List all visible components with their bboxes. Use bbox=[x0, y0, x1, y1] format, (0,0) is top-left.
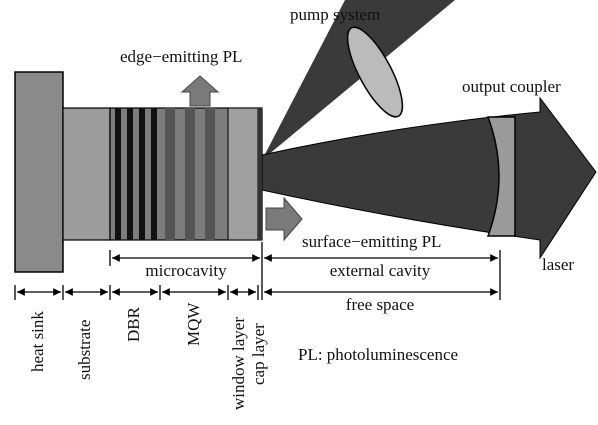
output-coupler bbox=[486, 116, 516, 237]
layer-label: heat sink bbox=[28, 311, 47, 372]
label: microcavity bbox=[145, 261, 227, 280]
layer-label: DBR bbox=[124, 306, 143, 342]
layer-label: window layer bbox=[229, 317, 248, 410]
layer-dims bbox=[14, 285, 498, 300]
edge-pl-arrow bbox=[180, 75, 220, 107]
label: external cavity bbox=[330, 261, 431, 280]
pump-beam bbox=[262, 0, 455, 160]
label: edge−emitting PL bbox=[120, 47, 242, 66]
label: free space bbox=[346, 295, 414, 314]
mqw-stripes bbox=[165, 108, 215, 240]
surface-pl-arrow bbox=[265, 196, 303, 242]
label: output coupler bbox=[462, 77, 561, 96]
dbr-stripes bbox=[115, 108, 157, 240]
label: PL: photoluminescence bbox=[298, 345, 458, 364]
pump-lens bbox=[346, 26, 404, 118]
layer-label: cap layer bbox=[249, 323, 268, 385]
label: surface−emitting PL bbox=[302, 232, 441, 251]
layer-label: MQW bbox=[184, 302, 203, 346]
layer-label: substrate bbox=[75, 320, 94, 380]
label: pump system bbox=[290, 5, 380, 24]
window-layer bbox=[227, 107, 259, 241]
label: laser bbox=[542, 255, 574, 274]
substrate bbox=[62, 107, 111, 241]
heat-sink bbox=[14, 71, 64, 273]
cap-layer bbox=[258, 108, 262, 240]
